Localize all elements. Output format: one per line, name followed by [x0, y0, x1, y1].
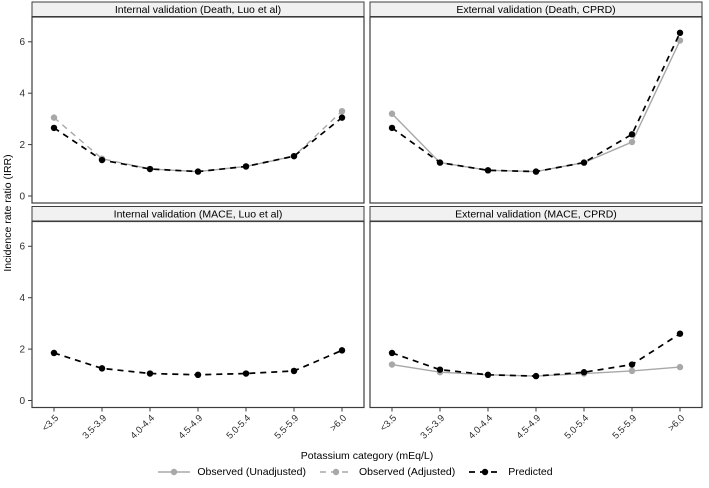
x-tick-label: 3.5-3.9	[80, 413, 109, 442]
x-tick-label: 3.5-3.9	[418, 413, 447, 442]
data-point	[338, 107, 346, 115]
data-point	[436, 366, 444, 373]
legend-marker-dashed-black-icon	[469, 468, 502, 476]
data-point	[532, 168, 540, 175]
x-tick-label: 5.0-5.4	[562, 413, 591, 442]
data-point	[676, 330, 684, 337]
data-point	[242, 163, 250, 170]
x-tick-label: >6.0	[328, 413, 349, 434]
data-point	[290, 152, 298, 160]
legend-marker-solid-gray-icon	[158, 468, 191, 476]
legend-label-observed-adjusted: Observed (Adjusted)	[358, 466, 456, 478]
data-point	[290, 367, 298, 375]
data-point	[388, 124, 396, 132]
data-point	[484, 167, 492, 174]
x-tick-label: 4.0-4.4	[128, 413, 157, 442]
data-point	[532, 372, 540, 380]
y-tick-label: 6	[19, 37, 25, 48]
data-point	[146, 370, 154, 377]
data-point	[580, 159, 588, 166]
data-point	[242, 370, 250, 377]
facet-strip-title: Internal validation (Death, Luo et al)	[115, 4, 281, 16]
facet-panel	[31, 220, 365, 409]
data-point	[676, 37, 684, 44]
facet-panel	[369, 16, 703, 204]
data-point	[146, 165, 154, 173]
data-point	[50, 114, 58, 121]
x-tick-label: 5.5-5.9	[610, 413, 639, 442]
x-tick-label: 4.5-4.9	[176, 413, 205, 442]
x-tick-label: 4.0-4.4	[466, 413, 495, 442]
data-point	[628, 131, 636, 138]
data-point	[98, 156, 106, 164]
data-point	[98, 365, 106, 372]
y-tick-label: 0	[19, 396, 25, 407]
data-point	[194, 168, 202, 175]
data-point	[580, 369, 588, 376]
legend: Observed (Unadjusted) Observed (Adjusted…	[0, 463, 709, 481]
data-point	[628, 367, 636, 375]
data-point	[50, 124, 58, 132]
y-tick-label: 4	[19, 293, 25, 304]
data-point	[436, 159, 444, 166]
legend-label-observed-unadjusted: Observed (Unadjusted)	[197, 466, 306, 478]
facet-strip-title: External validation (MACE, CPRD)	[455, 209, 617, 221]
data-point	[388, 349, 396, 357]
x-tick-label: 5.5-5.9	[272, 413, 301, 442]
facet-panel	[369, 220, 703, 409]
x-tick-label: 4.5-4.9	[514, 413, 543, 442]
x-tick-label: <3.5	[40, 413, 61, 434]
y-tick-label: 2	[19, 140, 25, 151]
data-point	[338, 114, 346, 121]
x-tick-label: 5.0-5.4	[224, 413, 253, 442]
facet-strip-title: Internal validation (MACE, Luo et al)	[114, 209, 283, 221]
data-point	[50, 349, 58, 357]
data-point	[388, 361, 396, 368]
y-tick-label: 2	[19, 345, 25, 356]
legend-label-predicted: Predicted	[508, 466, 553, 478]
x-tick-label: <3.5	[378, 413, 399, 434]
x-tick-label: >6.0	[666, 413, 687, 434]
data-point	[676, 363, 684, 371]
legend-item-observed-adjusted: Observed (Adjusted)	[318, 466, 455, 478]
data-point	[628, 138, 636, 146]
y-tick-label: 6	[19, 242, 25, 253]
data-point	[338, 347, 346, 354]
y-axis-title: Incidence rate ratio (IRR)	[2, 154, 14, 272]
facet-strip-title: External validation (Death, CPRD)	[456, 4, 615, 16]
legend-item-predicted: Predicted	[467, 466, 553, 478]
y-tick-label: 4	[19, 89, 25, 100]
data-point	[194, 371, 202, 378]
facet-panel	[31, 16, 365, 204]
legend-item-observed-unadjusted: Observed (Unadjusted)	[156, 466, 306, 478]
data-point	[676, 29, 684, 37]
y-tick-label: 0	[19, 191, 25, 202]
data-point	[484, 371, 492, 378]
legend-marker-dashed-gray-icon	[319, 468, 352, 476]
x-axis-title: Potassium category (mEq/L)	[300, 450, 434, 462]
data-point	[388, 110, 396, 117]
data-point	[628, 361, 636, 368]
